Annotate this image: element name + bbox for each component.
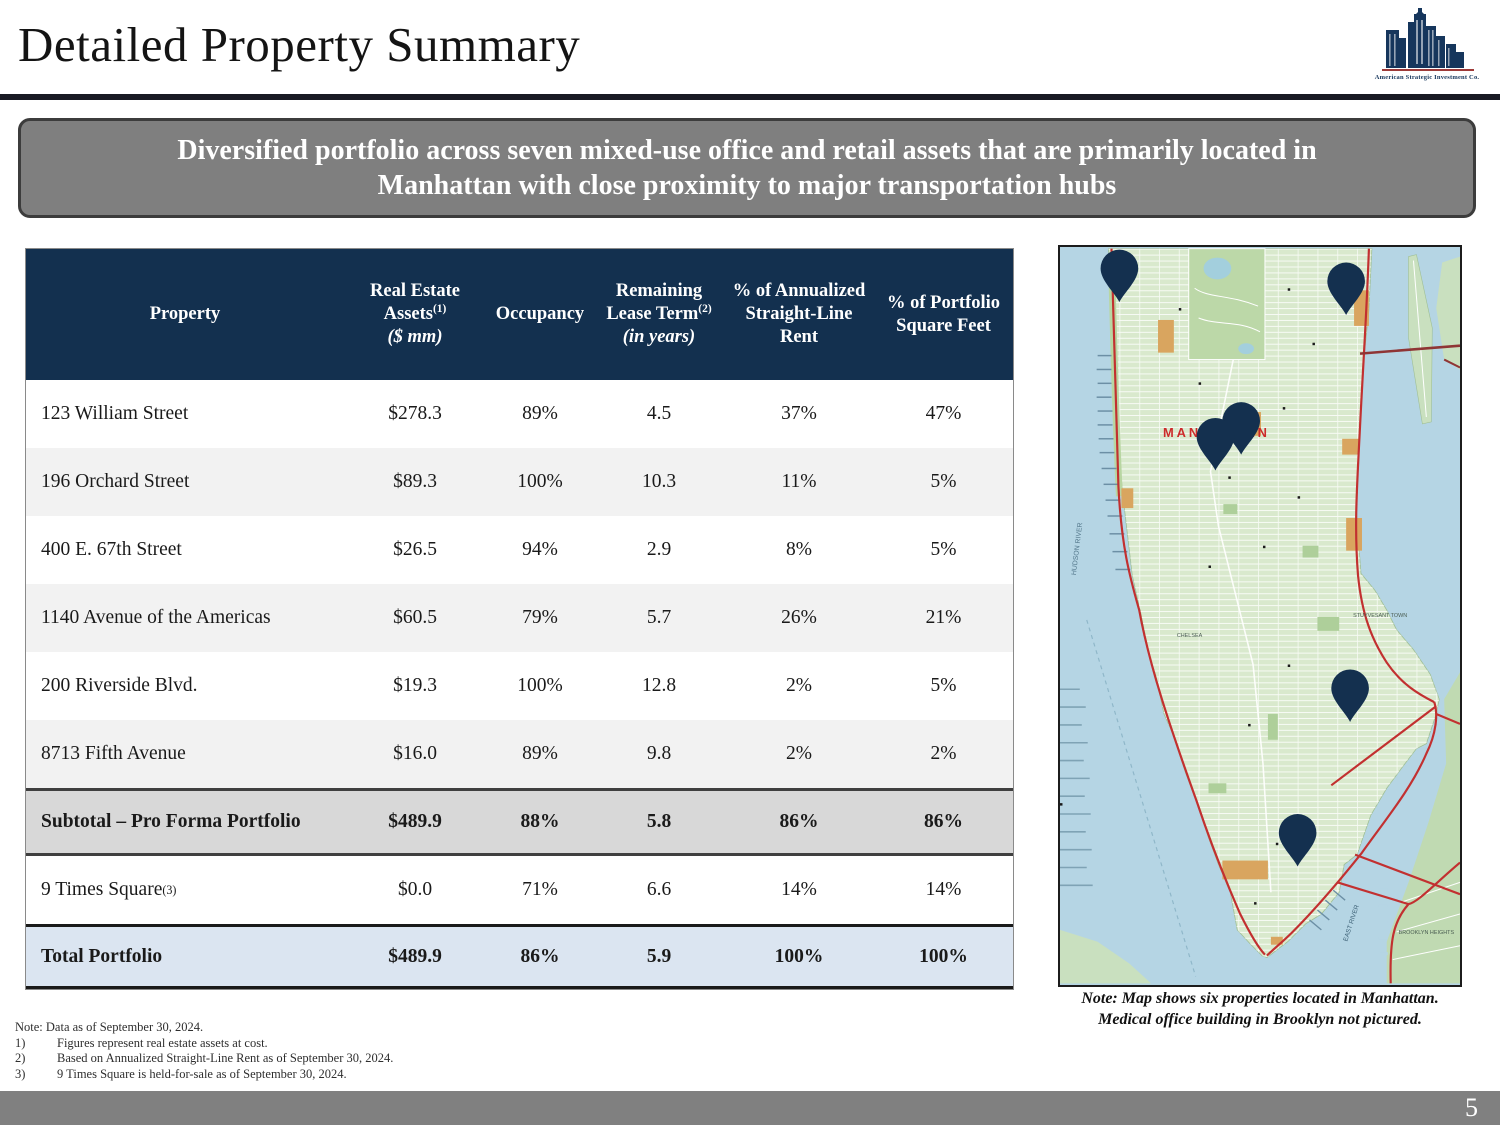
cell-occupancy: 71% <box>522 879 558 900</box>
cell-occupancy: 100% <box>517 471 563 492</box>
page-title: Detailed Property Summary <box>18 17 581 72</box>
cell-property: 123 William Street <box>41 403 189 424</box>
cell-assets: $0.0 <box>397 879 433 900</box>
cell-lease: 5.7 <box>646 607 672 628</box>
table-row: 123 William Street $278.3 89% 4.5 37% 47… <box>26 380 1013 448</box>
cell-sqft: 21% <box>925 607 962 628</box>
cell-lease: 12.8 <box>641 675 677 696</box>
cell-sqft: 5% <box>930 675 957 696</box>
header-lease-term: Remaining Lease Term(2) (in years) <box>606 281 712 347</box>
footer-bar <box>0 1091 1500 1125</box>
cell-assets: $489.9 <box>388 945 442 967</box>
cell-property: 9 Times Square (3) <box>41 879 177 900</box>
cell-occupancy: 89% <box>522 403 558 424</box>
footnote-item: 2) Based on Annualized Straight-Line Rent… <box>15 1051 394 1065</box>
footnotes: Note: Data as of September 30, 2024. 1) F… <box>15 1020 393 1082</box>
cell-rent: 8% <box>786 539 812 560</box>
cell-lease: 6.6 <box>646 879 672 900</box>
cell-assets: $26.5 <box>393 539 437 560</box>
table-row: 400 E. 67th Street $26.5 94% 2.9 8% 5% <box>26 516 1013 584</box>
header-pct-rent: % of Annualized Straight-Line Rent <box>732 281 866 347</box>
cell-occupancy: 79% <box>522 607 558 628</box>
cell-lease: 5.8 <box>646 811 672 832</box>
footnote-item: 3) 9 Times Square is held-for-sale as of … <box>15 1066 347 1081</box>
table-row: 200 Riverside Blvd. $19.3 100% 12.8 2% 5… <box>26 652 1013 720</box>
table-row-total: Total Portfolio $489.9 86% 5.9 100% 100% <box>26 924 1013 989</box>
cell-sqft: 86% <box>924 811 963 832</box>
cell-property: 400 E. 67th Street <box>41 539 182 560</box>
cell-rent: 37% <box>781 403 817 424</box>
cell-sqft: 5% <box>930 471 957 492</box>
header-property: Property <box>149 304 221 324</box>
header-real-estate-assets: Real Estate Assets(1) ($ mm) <box>370 281 460 347</box>
cell-property: Total Portfolio <box>41 945 163 967</box>
cell-rent: 100% <box>774 945 824 967</box>
map-note: Note: Map shows six properties located i… <box>1058 988 1462 1030</box>
cell-sqft: 47% <box>925 403 962 424</box>
cell-property: 200 Riverside Blvd. <box>41 675 198 696</box>
cell-property: 196 Orchard Street <box>41 471 190 492</box>
cell-occupancy: 89% <box>522 743 558 764</box>
cell-assets: $16.0 <box>393 743 437 764</box>
footnote-note: Note: Data as of September 30, 2024. <box>15 1020 204 1034</box>
cell-sqft: 100% <box>919 945 968 967</box>
cell-occupancy: 88% <box>520 811 560 832</box>
table-row: 1140 Avenue of the Americas $60.5 79% 5.… <box>26 584 1013 652</box>
cell-occupancy: 100% <box>517 675 563 696</box>
cell-occupancy: 94% <box>522 539 558 560</box>
cell-rent: 86% <box>779 811 819 832</box>
cell-assets: $89.3 <box>393 471 437 492</box>
table-row: 9 Times Square (3) $0.0 71% 6.6 14% 14% <box>26 856 1013 924</box>
company-logo: American Strategic Investment Co. <box>1368 8 1486 88</box>
cell-lease: 9.8 <box>646 743 672 764</box>
map-label-chelsea: CHELSEA <box>1177 633 1203 639</box>
cell-sqft: 5% <box>930 539 957 560</box>
cell-rent: 14% <box>781 879 817 900</box>
cell-occupancy: 86% <box>520 945 560 967</box>
manhattan-map: MANHATTAN HUDSON RIVER EAST RIVER CHELSE… <box>1058 245 1462 987</box>
property-summary-table: Property Real Estate Assets(1) ($ mm) Oc… <box>25 248 1014 990</box>
logo-company-name: American Strategic Investment Co. <box>1374 74 1480 81</box>
cell-assets: $60.5 <box>393 607 437 628</box>
header-occupancy: Occupancy <box>495 304 585 324</box>
cell-assets: $19.3 <box>393 675 437 696</box>
cell-lease: 10.3 <box>641 471 677 492</box>
table-row: 196 Orchard Street $89.3 100% 10.3 11% 5… <box>26 448 1013 516</box>
page-number: 5 <box>1465 1093 1478 1122</box>
cell-lease: 2.9 <box>646 539 672 560</box>
map-graphic: MANHATTAN HUDSON RIVER EAST RIVER CHELSE… <box>1060 248 1461 984</box>
banner-line-1: Diversified portfolio across seven mixed… <box>177 135 1317 166</box>
banner-line-2: Manhattan with close proximity to major … <box>377 170 1117 201</box>
cell-rent: 26% <box>781 607 817 628</box>
map-note-line-2: Medical office building in Brooklyn not … <box>1098 1011 1422 1028</box>
cell-lease: 4.5 <box>646 403 672 424</box>
cell-property: 8713 Fifth Avenue <box>41 743 186 764</box>
map-label-stuyvesant-town: STUYVESANT TOWN <box>1353 613 1407 619</box>
cell-rent: 2% <box>786 675 812 696</box>
header-pct-sqft: % of Portfolio Square Feet <box>886 292 1001 336</box>
map-label-brooklyn-heights: BROOKLYN HEIGHTS <box>1399 930 1455 936</box>
headline-banner: Diversified portfolio across seven mixed… <box>18 118 1476 218</box>
footnote-item: 1) Figures represent real estate assets a… <box>15 1035 268 1050</box>
cell-rent: 2% <box>786 743 812 764</box>
table-row: 8713 Fifth Avenue $16.0 89% 9.8 2% 2% <box>26 720 1013 788</box>
cell-property: 1140 Avenue of the Americas <box>41 607 271 628</box>
cell-assets: $278.3 <box>388 403 442 424</box>
cell-property: Subtotal – Pro Forma Portfolio <box>41 811 301 832</box>
title-underline <box>0 94 1500 100</box>
cell-rent: 11% <box>781 471 817 492</box>
table-row-subtotal: Subtotal – Pro Forma Portfolio $489.9 88… <box>26 788 1013 856</box>
cell-assets: $489.9 <box>388 811 442 832</box>
table-header-row: Property Real Estate Assets(1) ($ mm) Oc… <box>26 249 1013 380</box>
skyline-icon <box>1382 8 1474 71</box>
cell-sqft: 2% <box>930 743 957 764</box>
cell-lease: 5.9 <box>646 945 672 967</box>
map-note-line-1: Note: Map shows six properties located i… <box>1081 990 1439 1007</box>
cell-sqft: 14% <box>925 879 962 900</box>
